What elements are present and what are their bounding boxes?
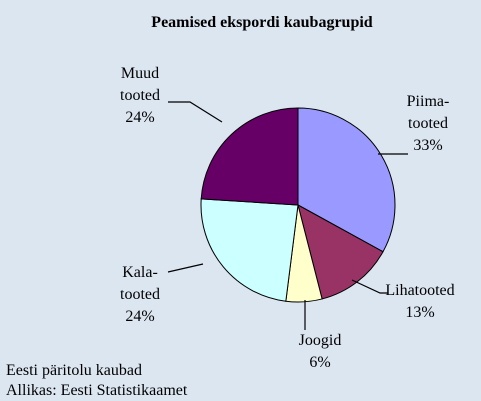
value-label: 6%: [309, 354, 330, 371]
leader-line: [167, 263, 204, 273]
slice-label: Kala-tooted: [120, 264, 160, 303]
value-label: 33%: [413, 137, 442, 154]
pie-slice: [297, 107, 396, 253]
slice-label: Muud tooted: [120, 65, 160, 104]
note: Allikas: Eesti Statistikaamet: [6, 382, 188, 399]
slice-label: Piima-tooted: [407, 93, 450, 132]
value-label: 24%: [125, 109, 154, 126]
note: Eesti päritolu kaubad: [6, 362, 142, 379]
slice-label: Lihatooted: [385, 282, 454, 299]
leader-line: [351, 279, 388, 294]
pie-slice: [200, 198, 299, 302]
value-label: 24%: [125, 308, 154, 325]
leader-line: [168, 101, 223, 123]
pie-slice: [297, 204, 384, 300]
value-label: 13%: [405, 304, 434, 321]
chart-title: Peamised ekspordi kaubagrupid: [151, 14, 372, 31]
slice-label: Joogid: [299, 332, 342, 349]
pie-slice: [200, 107, 299, 206]
